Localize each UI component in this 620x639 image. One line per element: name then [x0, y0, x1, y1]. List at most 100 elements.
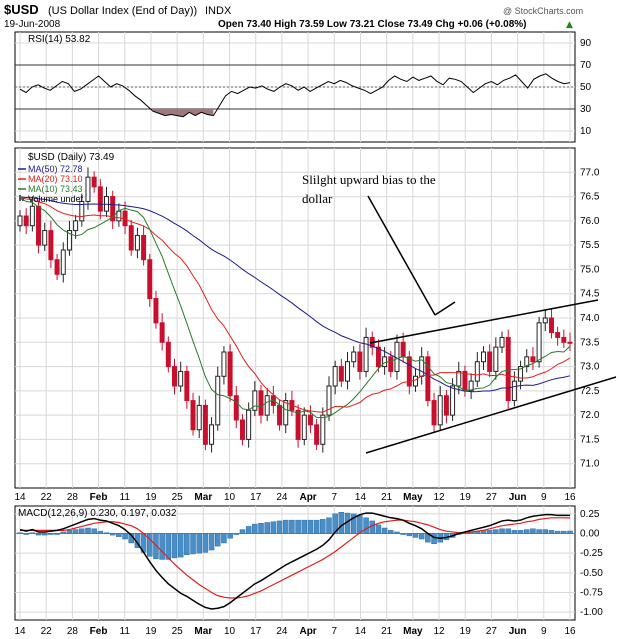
rsi-y-tick: 30	[580, 104, 592, 115]
macd-x-tick: 9	[541, 626, 547, 637]
price-y-tick: 76.5	[580, 192, 600, 203]
macd-histogram-bar	[97, 530, 104, 534]
price-candle	[258, 390, 264, 416]
chart-date: 19-Jun-2008	[4, 19, 61, 30]
macd-histogram-bar	[418, 533, 425, 540]
macd-panel	[14, 505, 576, 621]
rsi-y-tick: 70	[580, 60, 592, 71]
macd-histogram-bar	[295, 519, 301, 534]
price-candle	[363, 336, 369, 372]
price-y-tick: 77.0	[580, 167, 600, 178]
price-candle	[190, 400, 196, 431]
macd-histogram-bar	[388, 530, 394, 534]
macd-histogram-bar	[202, 533, 209, 553]
ma10-line	[19, 198, 571, 419]
macd-x-tick: Apr	[299, 626, 316, 637]
price-y-tick: 76.0	[580, 216, 600, 227]
price-candle	[561, 336, 567, 343]
channel-upper-line	[369, 299, 599, 344]
price-x-tick: 9	[541, 492, 547, 503]
macd-histogram-bar	[320, 519, 326, 534]
up-arrow-icon: ▲	[566, 20, 573, 30]
price-candle	[493, 346, 499, 372]
macd-histogram-bar	[369, 520, 375, 534]
macd-histogram-bar	[363, 517, 369, 534]
price-candle	[326, 385, 332, 416]
macd-histogram-bar	[561, 530, 567, 534]
macd-x-tick: 25	[172, 626, 184, 637]
price-y-tick: 73.5	[580, 337, 600, 348]
macd-y-tick: -0.75	[580, 587, 603, 598]
price-candle	[332, 366, 338, 387]
macd-x-tick: 11	[120, 626, 131, 637]
price-candle	[85, 176, 91, 202]
macd-histogram-bar	[338, 512, 345, 534]
legend-ma50: MA(50) 72.78	[28, 164, 83, 174]
price-candle	[91, 176, 97, 188]
macd-histogram-bar	[493, 529, 499, 534]
macd-y-tick: 0.25	[580, 509, 600, 520]
price-y-tick: 72.5	[580, 386, 600, 397]
macd-histogram-bar	[54, 533, 60, 535]
rsi-y-tick: 50	[580, 82, 592, 93]
price-candle	[147, 259, 153, 300]
price-candle	[17, 215, 23, 227]
price-x-tick: Apr	[299, 492, 316, 503]
price-candle	[524, 356, 530, 368]
price-x-tick: 24	[276, 492, 288, 503]
price-legend: MA(50) 72.78 MA(20) 73.10 MA(10) 73.43 V…	[18, 164, 84, 204]
macd-histogram-bar	[270, 521, 277, 534]
macd-histogram-bar	[375, 524, 382, 534]
price-candle	[171, 366, 177, 387]
chart-symbol: $USD	[4, 2, 39, 17]
macd-histogram-bar	[332, 513, 338, 534]
macd-histogram-bar	[554, 530, 561, 534]
price-candle	[283, 400, 289, 426]
channel-lower-line	[365, 376, 617, 454]
macd-histogram-bar	[233, 533, 240, 535]
macd-histogram-bar	[567, 530, 573, 534]
macd-x-tick: 12	[433, 626, 445, 637]
macd-histogram-bar	[103, 532, 110, 534]
macd-histogram-bar	[517, 530, 524, 534]
macd-histogram-bar	[313, 519, 320, 534]
macd-histogram-bar	[258, 523, 264, 534]
macd-histogram-bar	[276, 520, 283, 534]
price-candle	[437, 395, 443, 426]
price-candle	[295, 409, 301, 440]
price-candle	[209, 424, 215, 445]
macd-histogram-bar	[357, 515, 363, 534]
macd-y-tick: 0.00	[580, 529, 600, 540]
macd-histogram-bar	[245, 526, 252, 534]
price-x-tick: May	[403, 492, 423, 503]
macd-histogram-bar	[326, 517, 332, 534]
price-candle	[462, 370, 468, 392]
macd-histogram-bar	[85, 527, 91, 534]
macd-histogram-bar	[196, 533, 202, 554]
price-candle	[468, 380, 474, 392]
price-candle	[153, 298, 159, 324]
annotation-line1: Slilght upward bias to the	[302, 172, 436, 187]
price-candle	[110, 196, 116, 222]
price-y-tick: 75.0	[580, 264, 600, 275]
macd-x-tick: 10	[224, 626, 236, 637]
rsi-oversold-fill	[152, 109, 214, 117]
price-x-tick: 14	[14, 492, 26, 503]
price-candle	[345, 361, 351, 382]
price-candle	[320, 414, 326, 445]
price-x-tick: 14	[355, 492, 367, 503]
price-candle	[246, 409, 252, 440]
macd-histogram-bar	[301, 519, 308, 534]
macd-histogram-bar	[91, 528, 97, 534]
price-candle	[530, 356, 536, 363]
price-candle	[60, 249, 66, 275]
price-candle	[555, 332, 561, 338]
price-candle	[29, 205, 35, 227]
price-candle	[443, 395, 449, 416]
macd-x-tick: Jun	[509, 626, 527, 637]
macd-y-tick: -0.50	[580, 568, 603, 579]
chart-name: (US Dollar Index (End of Day))	[48, 5, 197, 17]
macd-x-tick: 17	[250, 626, 262, 637]
price-candle	[301, 414, 307, 440]
rsi-y-tick: 90	[580, 38, 592, 49]
